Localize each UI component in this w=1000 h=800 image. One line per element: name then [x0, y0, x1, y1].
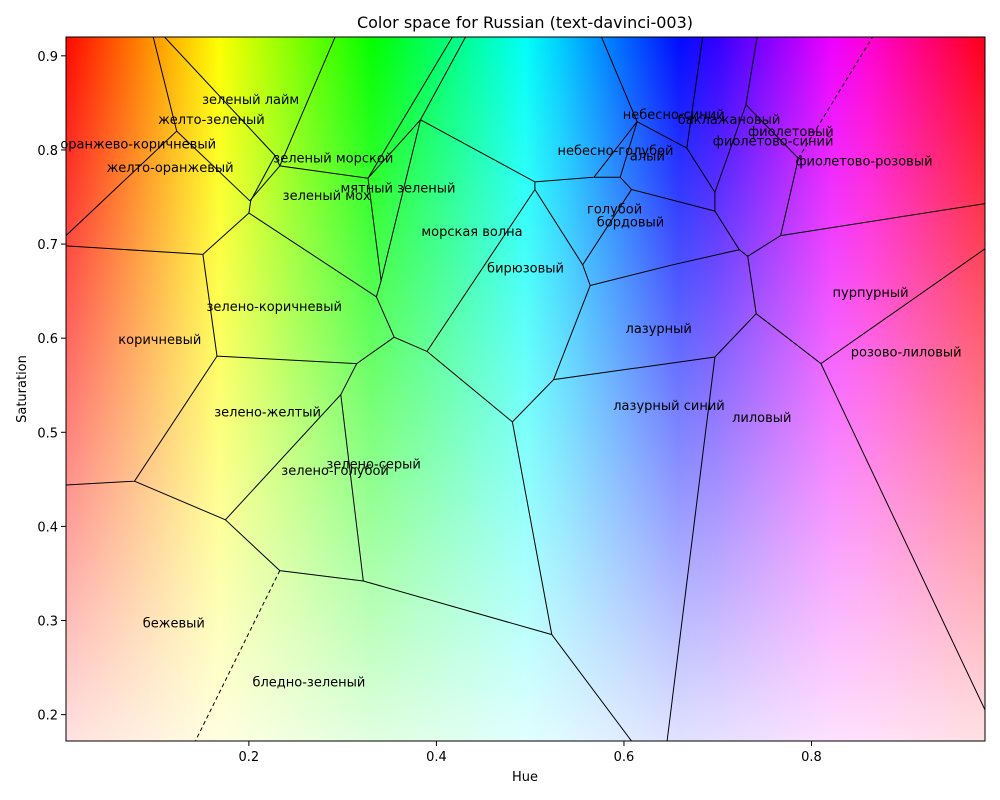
boundary-line	[747, 235, 781, 257]
x-axis-label: Hue	[512, 770, 538, 785]
region-labels: зеленый лайм желто-зеленый оранжево-коричн…	[60, 93, 961, 691]
boundary-line	[202, 254, 395, 365]
saturation-overlay	[66, 37, 985, 741]
boundary-line	[340, 394, 364, 582]
region-label: голубой	[587, 202, 642, 217]
region-boundaries	[66, 37, 985, 741]
region-label: баклажановый	[678, 113, 781, 128]
boundary-line	[686, 37, 704, 149]
boundary-line	[279, 37, 336, 167]
boundary-line	[176, 130, 251, 202]
region-label: морская волна	[421, 225, 522, 240]
boundary-line	[367, 37, 453, 179]
y-tick-label: 0.6	[37, 332, 58, 347]
region-label: коричневый	[118, 333, 201, 348]
x-tick-label: 0.2	[239, 750, 260, 765]
y-tick-label: 0.2	[37, 709, 58, 724]
region-label: оранжево-коричневый	[60, 137, 216, 152]
boundary-line	[164, 37, 276, 156]
region-label: небесно-голубой	[557, 144, 673, 159]
chart-title: Color space for Russian (text-davinci-00…	[357, 13, 693, 32]
boundary-line	[745, 37, 758, 105]
y-tick-label: 0.7	[37, 238, 58, 253]
boundary-line	[248, 200, 252, 214]
boundary-line-dashed	[194, 570, 281, 741]
region-label: зелено-голубой	[281, 464, 389, 479]
region-label: розово-лиловый	[851, 345, 962, 360]
boundary-line	[250, 155, 276, 202]
region-label: мятный зеленый	[341, 182, 456, 197]
plot-area: зеленый лайм желто-зеленый оранжево-коричн…	[60, 36, 986, 742]
boundary-line	[820, 248, 985, 365]
boundary-line	[249, 165, 281, 202]
region-label: бежевый	[143, 616, 205, 631]
y-tick-label: 0.9	[37, 50, 58, 65]
boundary-line	[534, 189, 591, 380]
region-label: желто-оранжевый	[107, 161, 234, 176]
y-tick-label: 0.8	[37, 144, 58, 159]
region-label: фиолетово-синий	[713, 135, 834, 150]
region-label: бирюзовый	[487, 262, 564, 277]
region-label: зелено-желтый	[214, 406, 321, 421]
region-label: бордовый	[597, 216, 665, 231]
x-tick-label: 0.6	[614, 750, 635, 765]
region-label: пурпурный	[833, 286, 909, 301]
y-tick-label: 0.3	[37, 615, 58, 630]
region-label: небесно-синий	[623, 108, 725, 123]
boundary-line	[420, 37, 466, 121]
region-label: фиолетово-розовый	[795, 154, 932, 169]
region-label: зеленый мох	[283, 189, 371, 204]
region-label: лиловый	[732, 411, 791, 426]
region-label: зелено-серый	[326, 457, 420, 472]
region-label: зелено-коричневый	[206, 300, 341, 315]
region-label: желто-зеленый	[158, 113, 265, 128]
region-label: бледно-зеленый	[252, 676, 365, 691]
boundary-line	[601, 37, 638, 122]
y-axis-label: Saturation	[15, 355, 30, 423]
region-label: зеленый морской	[273, 152, 393, 167]
region-label: зеленый лайм	[202, 93, 299, 108]
region-label: лазурный синий	[613, 399, 724, 414]
region-label: фиолетовый	[748, 125, 834, 140]
y-tick-label: 0.4	[37, 520, 58, 535]
x-axis: 0.2 0.4 0.6 0.8	[239, 741, 822, 765]
boundary-line	[666, 356, 716, 741]
x-tick-label: 0.4	[426, 750, 447, 765]
region-label: алый	[630, 150, 665, 165]
plot-frame	[65, 36, 986, 742]
boundary-line	[512, 313, 985, 711]
region-label: лазурный	[626, 322, 692, 337]
y-tick-label: 0.5	[37, 426, 58, 441]
x-tick-label: 0.8	[801, 750, 822, 765]
y-axis: 0.2 0.3 0.4 0.5 0.6 0.7 0.8 0.9	[37, 50, 66, 724]
boundary-line-dashed	[797, 37, 873, 159]
boundary-line	[619, 121, 638, 178]
boundary-line	[582, 188, 740, 266]
boundary-line	[134, 480, 632, 741]
